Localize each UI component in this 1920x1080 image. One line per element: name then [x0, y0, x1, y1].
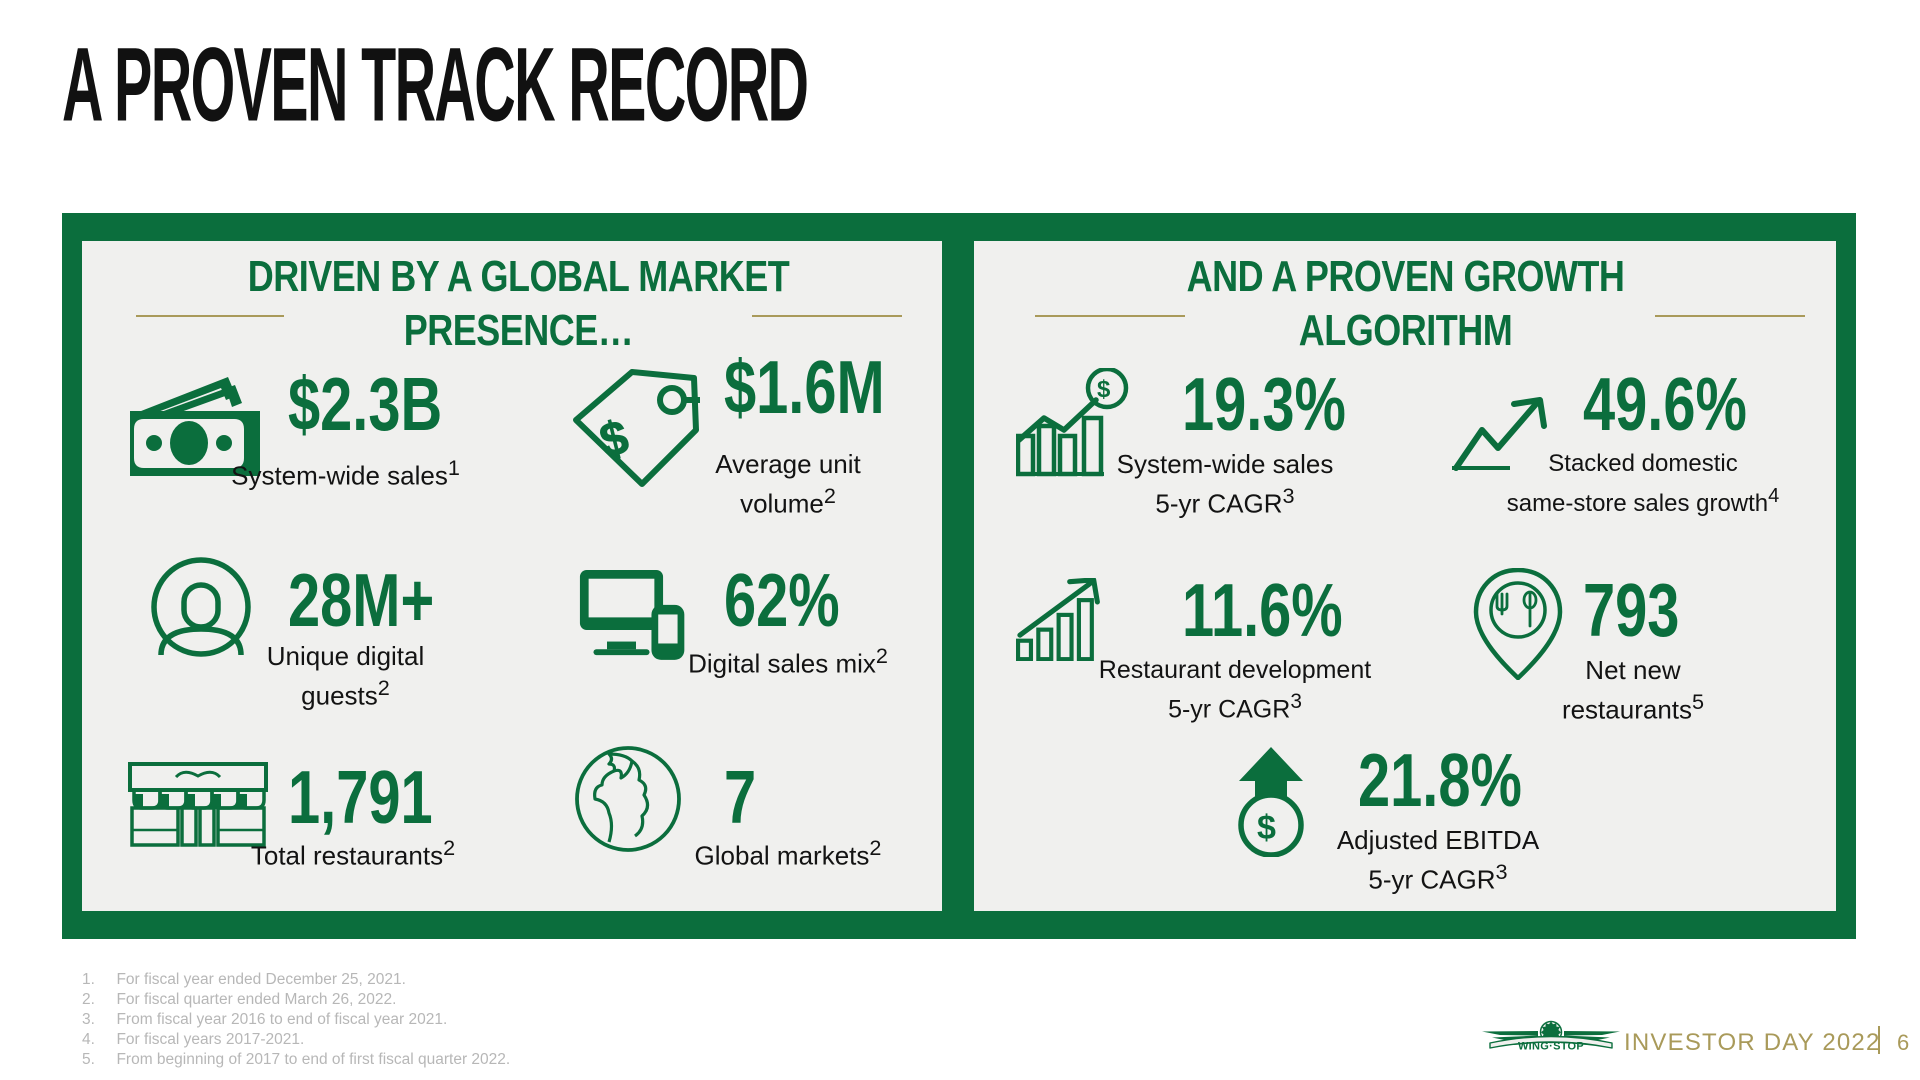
svg-text:$: $: [1257, 809, 1276, 847]
svg-text:$: $: [595, 411, 634, 469]
svg-text:WING·STOP: WING·STOP: [1518, 1041, 1584, 1053]
svg-text:$: $: [1097, 376, 1111, 403]
